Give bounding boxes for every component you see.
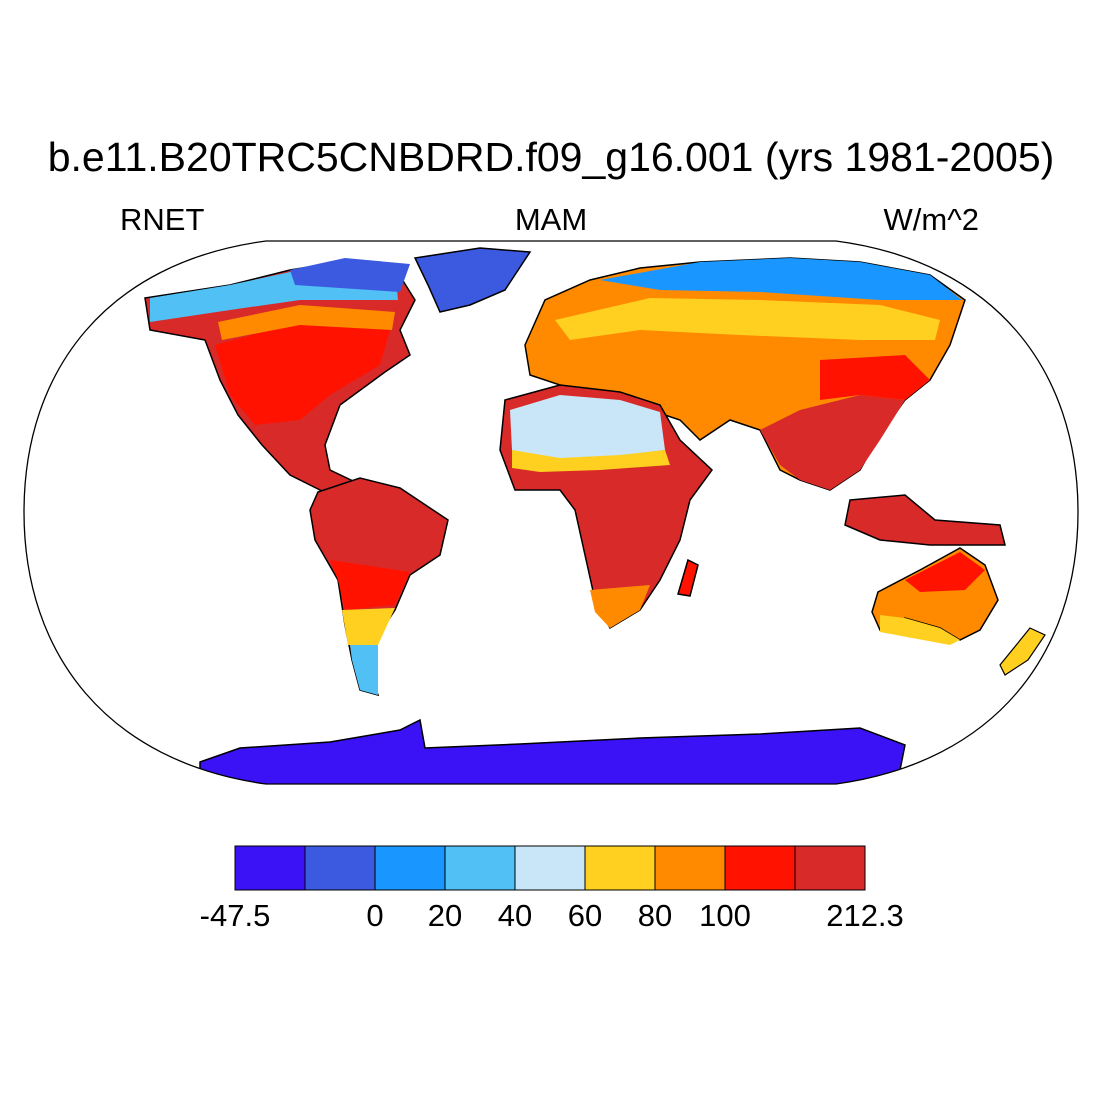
colorbar-box [794, 845, 866, 891]
patagonia-band [342, 608, 395, 645]
colorbar [234, 845, 866, 891]
map-outline [23, 240, 1079, 785]
colorbar-tick-label: -47.5 [199, 898, 271, 933]
maritime-continent-region [844, 494, 1006, 546]
colorbar-tick-label: 20 [427, 898, 463, 933]
colorbar-box [584, 845, 656, 891]
colorbar-tick-label: 212.3 [826, 898, 904, 933]
units-label: W/m^2 [883, 202, 979, 237]
australia-south-band [880, 615, 960, 645]
south-america-south-band [330, 560, 410, 610]
map-data-layer [144, 247, 1046, 784]
colorbar-box [374, 845, 446, 891]
colorbar-box [654, 845, 726, 891]
south-asia-band [760, 395, 905, 490]
canadian-arctic-band [290, 258, 410, 292]
sahel-band [512, 450, 670, 472]
eurasia-boreal-band [555, 298, 940, 340]
colorbar-box [304, 845, 376, 891]
madagascar-region [677, 558, 699, 597]
north-america-midlat-band [218, 305, 395, 340]
sahara-band [510, 395, 665, 460]
north-america-warm-band [215, 322, 390, 425]
colorbar-box [514, 845, 586, 891]
southern-africa-band [590, 585, 650, 628]
colorbar-box [234, 845, 306, 891]
greenland-region [413, 247, 532, 313]
variable-label: RNET [120, 202, 205, 237]
south-tip-band [350, 645, 378, 695]
colorbar-box [444, 845, 516, 891]
colorbar-tick-label: 60 [567, 898, 603, 933]
australia-north-band [905, 552, 985, 592]
colorbar-tick-label: 40 [497, 898, 533, 933]
antarctica-region [199, 718, 906, 784]
plot-title: b.e11.B20TRC5CNBDRD.f09_g16.001 (yrs 198… [47, 134, 1055, 180]
east-asia-band [820, 355, 930, 400]
colorbar-box [724, 845, 796, 891]
colorbar-tick-label: 0 [366, 898, 384, 933]
season-label: MAM [514, 202, 588, 237]
new-zealand-region [999, 627, 1046, 676]
colorbar-tick-label: 80 [637, 898, 673, 933]
colorbar-tick-label: 100 [699, 898, 751, 933]
eurasia-arctic-band [600, 258, 962, 300]
